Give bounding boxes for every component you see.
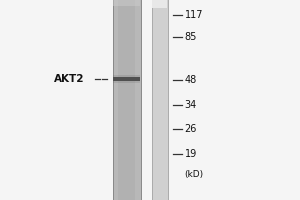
Text: 48: 48 <box>184 75 197 85</box>
Bar <box>113 75 140 83</box>
Text: (kD): (kD) <box>184 170 204 180</box>
Text: 34: 34 <box>184 100 197 110</box>
Text: AKT2: AKT2 <box>54 74 85 84</box>
Bar <box>152 0 167 8</box>
Bar <box>152 0 168 200</box>
Text: 19: 19 <box>184 149 197 159</box>
Text: 85: 85 <box>184 32 197 42</box>
Text: 26: 26 <box>184 124 197 134</box>
Bar <box>112 0 141 200</box>
Text: 117: 117 <box>184 10 203 20</box>
Bar <box>118 0 135 200</box>
Bar <box>113 77 140 81</box>
Bar <box>113 0 140 6</box>
